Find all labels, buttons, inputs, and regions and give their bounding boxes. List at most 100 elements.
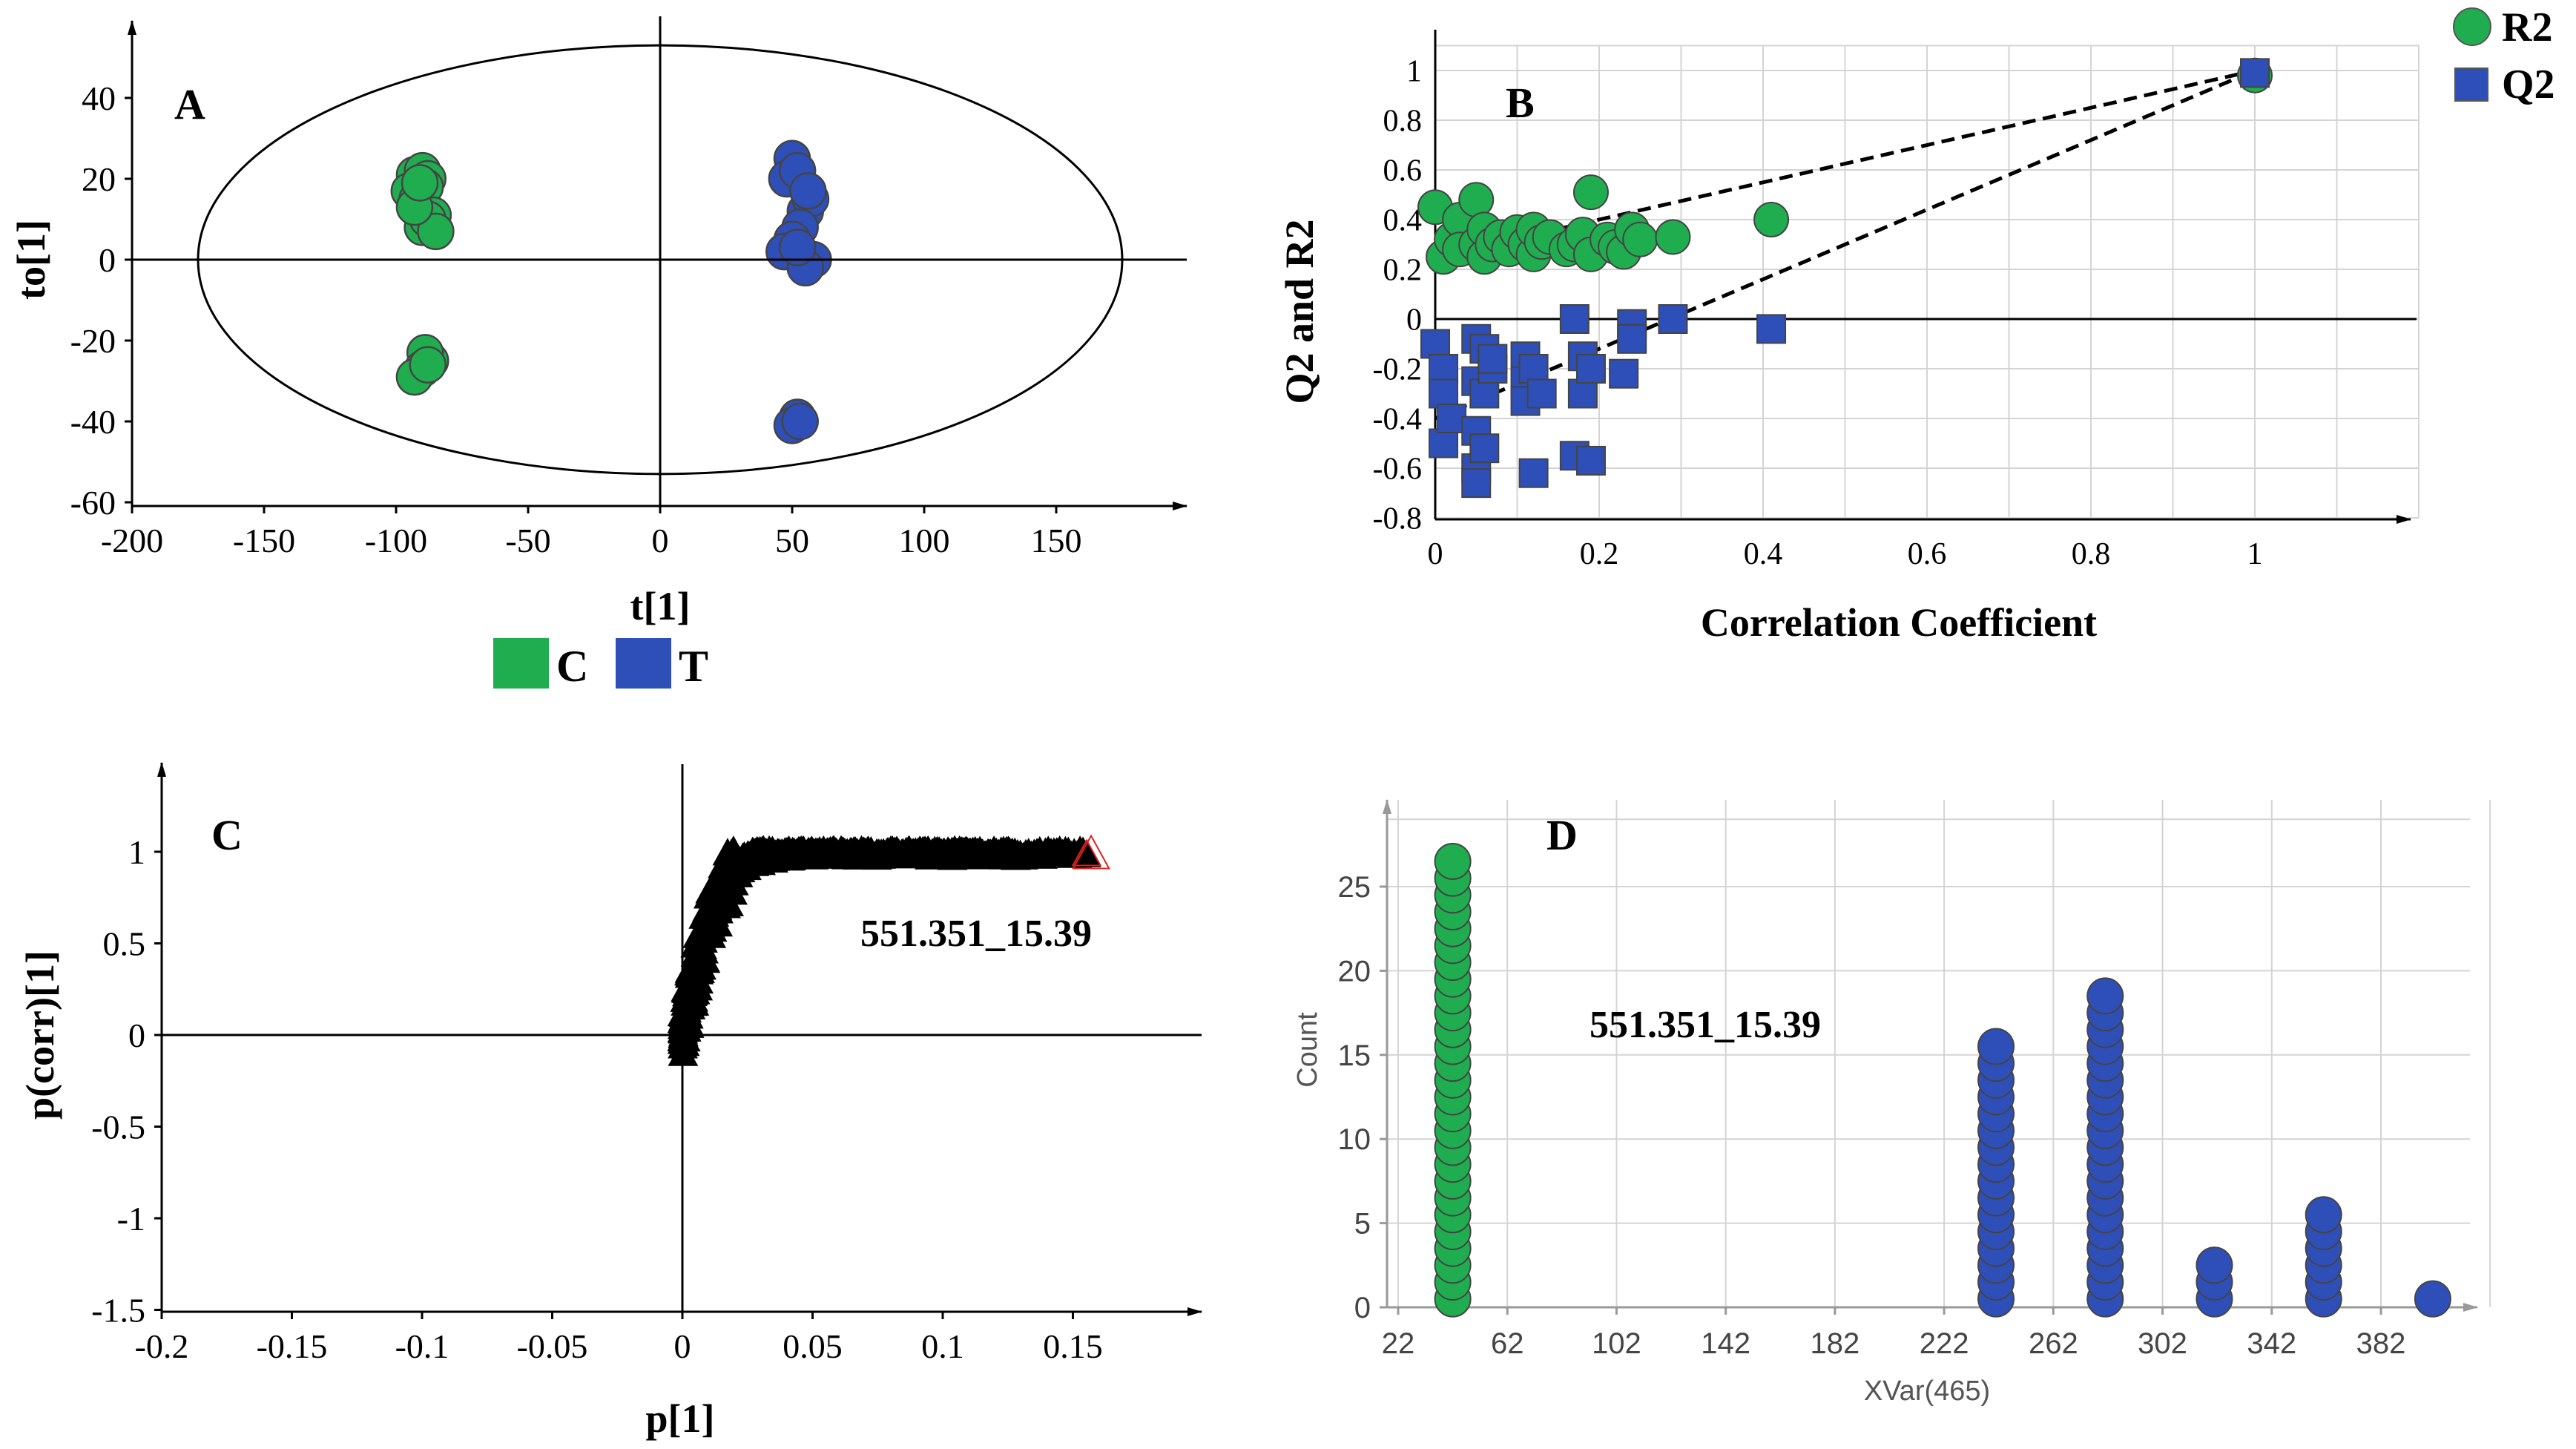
y-tick-label: -40 — [70, 403, 116, 441]
q2-point — [1575, 354, 1606, 384]
q2-point — [1478, 344, 1508, 374]
q2-point — [2240, 58, 2270, 88]
q2-point — [1567, 378, 1598, 409]
r2-point — [1572, 174, 1609, 211]
y-tick-label: 5 — [1354, 1208, 1371, 1241]
highlight-variable-marker-inner — [1071, 838, 1102, 867]
q2-point — [1420, 329, 1450, 359]
count-point — [1434, 842, 1472, 880]
panel-b-ticks: 0 0.2 0.4 0.6 0.8 1 -0.8 -0.6 -0.4 -0.2 0 0.2 0.4 0.6… — [1373, 55, 2263, 571]
x-tick-label: -150 — [233, 522, 295, 559]
r2-point — [1655, 219, 1691, 255]
count-point — [1977, 1028, 2015, 1065]
variable-point — [688, 936, 719, 964]
x-tick-label: 0.4 — [1744, 537, 1783, 571]
x-tick-label: 0.2 — [1580, 537, 1619, 571]
x-tick-label: 0.8 — [2072, 537, 2111, 571]
legend-swatch-c — [493, 638, 549, 689]
variable-point — [696, 920, 727, 948]
x-tick-label: 150 — [1031, 522, 1082, 559]
legend-marker-r2 — [2453, 7, 2491, 46]
x-tick-label: 0.15 — [1043, 1327, 1103, 1365]
x-tick-label: 182 — [1811, 1327, 1860, 1360]
score-point-c — [409, 346, 447, 384]
x-tick-label: 1 — [2247, 537, 2263, 571]
legend-label-q2: Q2 — [2502, 62, 2555, 108]
y-tick-label: 0.4 — [1383, 204, 1423, 238]
y-tick-label: -0.4 — [1373, 403, 1423, 437]
q2-point — [1575, 445, 1606, 476]
count-point — [2086, 977, 2124, 1015]
y-tick-label: 0.6 — [1383, 154, 1423, 188]
y-tick-label: -60 — [70, 484, 116, 522]
x-tick-label: 102 — [1592, 1327, 1641, 1360]
q2-point — [1658, 304, 1688, 334]
q2-point — [1559, 304, 1590, 334]
x-tick-label: 302 — [2138, 1327, 2187, 1360]
panel-b-points — [1417, 57, 2273, 499]
x-tick-label: 0.05 — [783, 1327, 843, 1365]
y-tick-label: -0.8 — [1373, 502, 1423, 536]
y-tick-label: 1 — [1406, 55, 1422, 89]
variable-point — [679, 988, 710, 1016]
y-tick-label: -1 — [117, 1200, 145, 1238]
panel-d-grid — [1387, 800, 2491, 1307]
q2-point — [1526, 378, 1557, 409]
q2-point — [1518, 458, 1549, 488]
panel-a-legend: C T — [493, 638, 708, 691]
panel-b-x-label: Correlation Coefficient — [1701, 600, 2097, 645]
q2-point — [1429, 354, 1459, 384]
q2-point — [1437, 404, 1467, 433]
y-tick-label: 1 — [128, 833, 145, 871]
y-tick-label: 20 — [1338, 955, 1371, 988]
y-tick-label: 0 — [1354, 1292, 1371, 1324]
panel-b-title: B — [1506, 79, 1535, 127]
y-tick-label: 40 — [82, 79, 116, 117]
variable-point — [673, 1010, 705, 1038]
variable-point — [682, 973, 714, 1001]
panel-a-points — [390, 139, 832, 444]
q2-point — [1469, 433, 1500, 464]
y-tick-label: -0.2 — [1373, 353, 1423, 387]
panel-b-permutation-plot: 0 0.2 0.4 0.6 0.8 1 -0.8 -0.6 -0.4 -0.2 0 0.2 0.4 0.6… — [1277, 4, 2555, 645]
y-tick-label: 0 — [128, 1016, 145, 1054]
x-tick-label: 0 — [1428, 537, 1443, 571]
q2-point — [1429, 428, 1459, 459]
count-point — [2195, 1246, 2233, 1284]
x-tick-label: 50 — [775, 522, 809, 559]
x-tick-label: 100 — [899, 522, 950, 559]
score-point-c — [417, 212, 455, 251]
x-tick-label: -0.2 — [135, 1327, 189, 1365]
q2-point — [1609, 358, 1639, 389]
legend-label-t: T — [679, 642, 708, 691]
x-tick-label: -0.05 — [517, 1327, 588, 1365]
panel-c-title: C — [211, 811, 243, 859]
panel-d-y-label: Count — [1292, 1012, 1323, 1088]
legend-label-c: C — [556, 642, 588, 691]
x-tick-label: 142 — [1701, 1327, 1750, 1360]
regression-line-r2 — [1434, 68, 2256, 259]
panel-c-x-label: p[1] — [646, 1396, 715, 1441]
variable-point — [669, 1028, 700, 1057]
q2-point — [1469, 378, 1500, 409]
panel-a-title: A — [174, 80, 205, 128]
panel-d-count-plot: 22 62 102 142 182 222 262 302 342 382 0 5 10 15 20 25 D… — [1292, 799, 2491, 1407]
y-tick-label: 20 — [82, 160, 116, 198]
x-tick-label: 382 — [2356, 1327, 2406, 1360]
x-tick-label: 0 — [674, 1327, 691, 1365]
y-tick-label: -20 — [70, 322, 116, 360]
score-point-t — [781, 402, 819, 441]
y-tick-label: 0.2 — [1383, 254, 1423, 288]
panel-c-s-plot: -0.2 -0.15 -0.1 -0.05 0 0.05 0.1 0.15 -1.5 -1 -0.5… — [18, 762, 1202, 1441]
legend-swatch-t — [616, 638, 671, 689]
x-tick-label: -100 — [365, 522, 427, 559]
q2-point — [1756, 314, 1787, 344]
x-tick-label: 0.1 — [921, 1327, 964, 1365]
x-tick-label: 62 — [1491, 1327, 1524, 1360]
q2-point — [1429, 378, 1459, 409]
y-tick-label: 0.5 — [103, 925, 146, 963]
x-tick-label: 222 — [1920, 1327, 1969, 1360]
panel-d-title: D — [1546, 811, 1578, 859]
y-tick-label: 0 — [1406, 303, 1422, 338]
